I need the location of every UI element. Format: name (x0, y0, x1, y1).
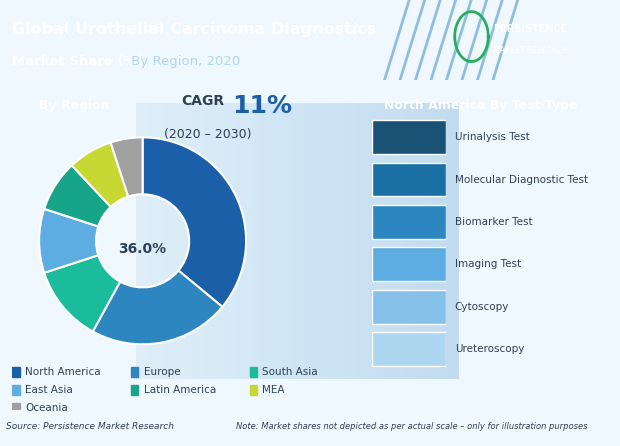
Text: 36.0%: 36.0% (118, 242, 167, 256)
Text: North America By Test Type: North America By Test Type (384, 99, 577, 112)
Text: Biomarker Test: Biomarker Test (454, 217, 533, 227)
Text: Oceania: Oceania (25, 403, 68, 413)
Text: Note: Market shares not depicted as per actual scale – only for illustration pur: Note: Market shares not depicted as per … (236, 422, 587, 431)
Text: 11%: 11% (232, 94, 293, 118)
Wedge shape (72, 142, 128, 207)
Wedge shape (44, 165, 111, 227)
Bar (131, 367, 138, 377)
Wedge shape (39, 209, 99, 273)
Text: Molecular Diagnostic Test: Molecular Diagnostic Test (454, 174, 588, 185)
Wedge shape (93, 271, 223, 344)
Text: PERSISTENCE: PERSISTENCE (493, 25, 567, 34)
Bar (372, 247, 446, 281)
Bar (131, 385, 138, 395)
Text: Urinalysis Test: Urinalysis Test (454, 132, 529, 142)
Bar (12, 385, 20, 395)
Wedge shape (110, 137, 143, 197)
Text: East Asia: East Asia (25, 385, 73, 395)
Text: Source: Persistence Market Research: Source: Persistence Market Research (6, 422, 174, 431)
Text: MEA: MEA (262, 385, 285, 395)
Text: By Region, 2020: By Region, 2020 (127, 54, 241, 68)
Text: Latin America: Latin America (144, 385, 216, 395)
Bar (12, 367, 20, 377)
Text: (2020 – 2030): (2020 – 2030) (164, 128, 252, 141)
Bar (372, 290, 446, 324)
Text: South Asia: South Asia (262, 367, 318, 377)
Bar (250, 385, 257, 395)
Bar (372, 205, 446, 239)
Text: CAGR: CAGR (182, 94, 224, 107)
Text: Imaging Test: Imaging Test (454, 259, 521, 269)
Bar (372, 332, 446, 366)
Bar (250, 367, 257, 377)
Text: MARKET RESEARCH: MARKET RESEARCH (493, 46, 567, 55)
Text: Cytoscopy: Cytoscopy (454, 301, 509, 312)
Bar (372, 162, 446, 196)
Text: Europe: Europe (144, 367, 180, 377)
Text: Market Share (%),: Market Share (%), (12, 54, 148, 68)
Text: Ureteroscopy: Ureteroscopy (454, 344, 524, 354)
Text: By Region: By Region (39, 99, 110, 112)
Text: North America: North America (25, 367, 100, 377)
Bar (12, 403, 20, 413)
Wedge shape (44, 255, 120, 331)
Bar (372, 120, 446, 154)
Text: Global Urothelial Carcinoma Diagnostics: Global Urothelial Carcinoma Diagnostics (12, 22, 377, 37)
Wedge shape (143, 137, 246, 307)
